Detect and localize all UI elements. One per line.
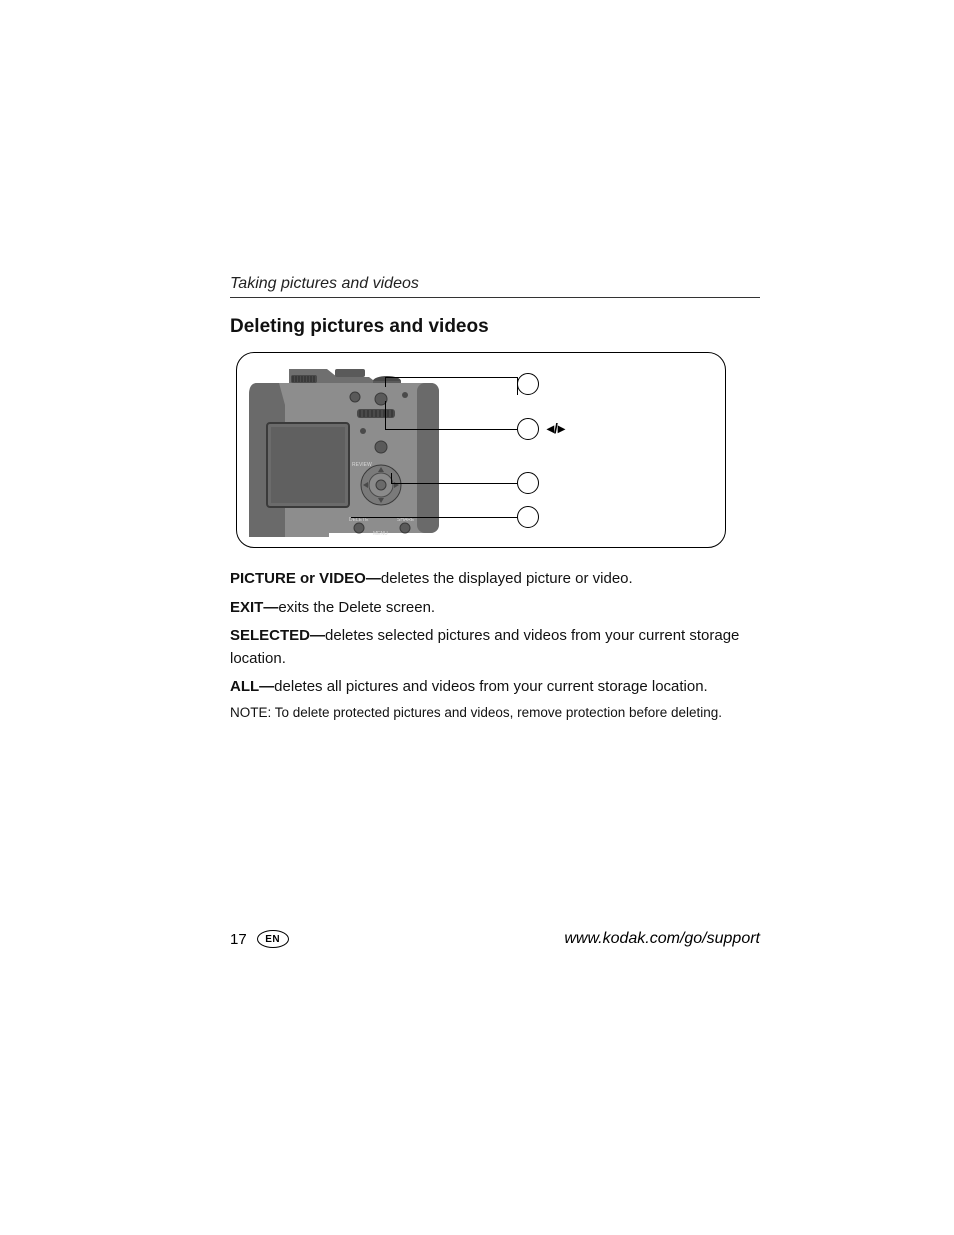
label-rest: exits the Delete screen. (278, 599, 435, 616)
page-footer: 17 EN www.kodak.com/go/support (230, 930, 760, 948)
line-all: ALL—deletes all pictures and videos from… (230, 676, 760, 699)
label-review: REVIEW (352, 462, 372, 468)
line-exit: EXIT—exits the Delete screen. (230, 597, 760, 620)
figure-deleting: REVIEW DELETE SHARE MENU (236, 352, 726, 548)
note-line: NOTE: To delete protected pictures and v… (230, 705, 760, 720)
chapter-title: Taking pictures and videos (230, 275, 760, 298)
support-url: www.kodak.com/go/support (564, 930, 760, 948)
line-selected: SELECTED—deletes selected pictures and v… (230, 625, 760, 670)
line-picture-or-video: PICTURE or VIDEO—deletes the displayed p… (230, 568, 760, 591)
callout-group: ◂/▸ (447, 365, 707, 537)
label-menu: MENU (373, 531, 388, 537)
callout-circle-3 (517, 472, 539, 494)
label-bold: SELECTED— (230, 627, 325, 644)
nav-right-glyph: ▸ (558, 420, 565, 436)
label-bold: ALL— (230, 678, 274, 695)
label-rest: deletes all pictures and videos from you… (274, 678, 708, 695)
nav-left-glyph: ◂ (547, 420, 554, 436)
page-number: 17 (230, 931, 247, 948)
callout-circle-2 (517, 418, 539, 440)
callout-circle-4 (517, 506, 539, 528)
language-badge: EN (257, 930, 289, 948)
nav-left-right-icon: ◂/▸ (547, 420, 565, 437)
label-bold: EXIT— (230, 599, 278, 616)
label-bold: PICTURE or VIDEO— (230, 570, 381, 587)
callout-circle-1 (517, 373, 539, 395)
section-title: Deleting pictures and videos (230, 316, 760, 338)
label-rest: deletes the displayed picture or video. (381, 570, 633, 587)
camera-illustration: REVIEW DELETE SHARE MENU (249, 365, 439, 537)
